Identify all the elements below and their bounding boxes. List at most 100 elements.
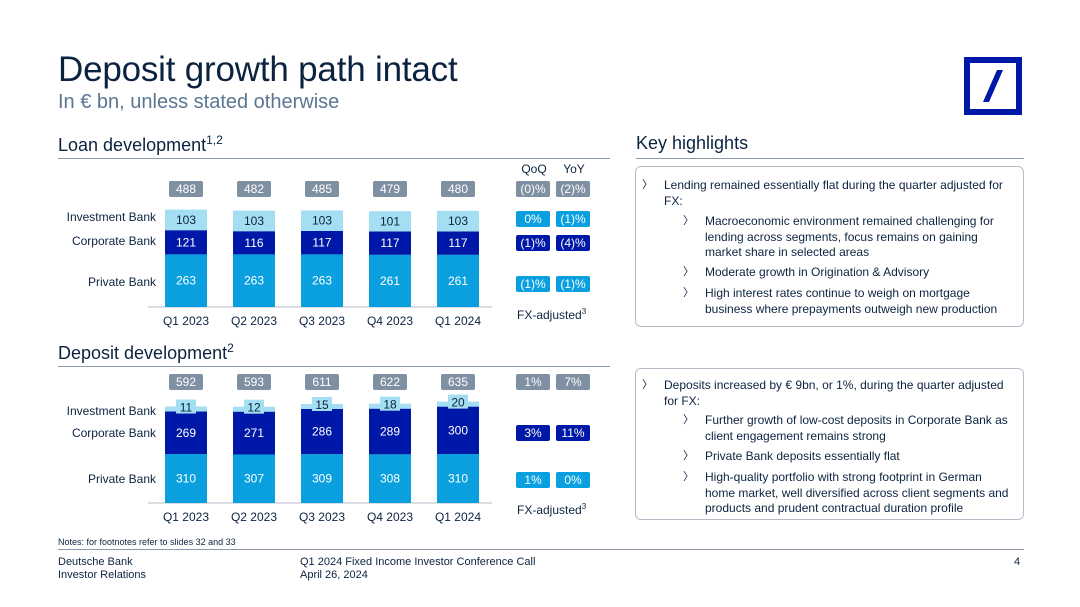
footer-org: Deutsche Bank Investor Relations: [58, 556, 147, 581]
deposit-bar-private-bank-q4-2023: [369, 454, 411, 503]
loan-x-label-q1-2024: Q1 2024: [435, 314, 481, 328]
loan-private-bank-qoq-badge-label: (1)%: [520, 277, 546, 291]
deposit-bar-corporate-bank-q1-2023: [165, 411, 207, 455]
deposit-total-yoy-badge-label: 7%: [564, 375, 582, 389]
deposit-value-corporate-bank-q4-2023: 289: [380, 425, 400, 439]
loan-legend-private-bank: Private Bank: [88, 275, 157, 289]
deposit-value-investment-bank-q4-2023: 18: [383, 398, 397, 412]
loan-total-yoy-badge-label: (2)%: [560, 182, 586, 196]
deposit-value-investment-bank-q3-2023: 15: [315, 398, 329, 412]
loan-total-q1-2024-badge: [441, 181, 475, 197]
footer-rule: [58, 549, 1024, 550]
loan-section-rule: [58, 158, 610, 159]
page-number: 4: [1014, 556, 1021, 568]
loan-bar-private-bank-q4-2023: [369, 254, 411, 307]
loan-total-q4-2023-badge: [373, 181, 407, 197]
loan-corporate-bank-yoy-badge: [556, 235, 590, 251]
deposit-value-corporate-bank-q2-2023: 271: [244, 426, 264, 440]
loan-value-corporate-bank-q1-2024: 117: [448, 236, 467, 250]
loan-x-label-q2-2023: Q2 2023: [231, 314, 277, 328]
loan-total-q1-2023-badge-label: 488: [176, 182, 196, 196]
loan-bar-investment-bank-q2-2023: [233, 210, 275, 232]
chevron-right-icon: 〉: [683, 215, 694, 227]
loan-bar-investment-bank-q1-2024: [437, 210, 479, 232]
deposit-total-q3-2023-badge: [305, 374, 339, 390]
deposit-private-bank-yoy-badge-label: 0%: [564, 473, 582, 487]
deposit-label-bg-q3-2023: [312, 396, 332, 411]
loan-value-private-bank-q1-2024: 261: [448, 274, 468, 288]
loan-value-private-bank-q2-2023: 263: [244, 274, 264, 288]
loan-bar-investment-bank-q1-2023: [165, 209, 207, 231]
deposit-total-q2-2023-badge: [237, 374, 271, 390]
deposit-section-rule: [58, 366, 610, 367]
highlight-deposits-sub-2: 〉 Private Bank deposits essentially flat: [683, 449, 900, 463]
chevron-right-icon: 〉: [683, 471, 694, 483]
loan-bar-investment-bank-q3-2023: [301, 210, 343, 231]
loan-corporate-bank-qoq-badge-label: (1)%: [520, 236, 546, 250]
loan-value-investment-bank-q4-2023: 101: [380, 214, 400, 228]
loan-value-corporate-bank-q3-2023: 117: [312, 236, 331, 250]
loan-bar-corporate-bank-q1-2024: [437, 231, 479, 255]
deposit-value-corporate-bank-q3-2023: 286: [312, 425, 332, 439]
chevron-right-icon: 〉: [683, 287, 694, 299]
loan-legend-investment-bank: Investment Bank: [67, 210, 157, 224]
deposit-label-bg-q2-2023: [244, 399, 264, 414]
deposit-bar-corporate-bank-q4-2023: [369, 408, 411, 455]
highlight-lending-sub-2: 〉 Moderate growth in Origination & Adviso…: [683, 265, 930, 279]
deposit-corporate-bank-yoy-badge: [556, 425, 590, 441]
chevron-right-icon: 〉: [642, 179, 653, 191]
loan-x-label-q1-2023: Q1 2023: [163, 314, 209, 328]
deposit-fx-adjusted-label: FX-adjusted3: [517, 502, 587, 517]
deposit-total-q3-2023-badge-label: 611: [312, 375, 331, 389]
loan-value-private-bank-q1-2023: 263: [176, 274, 196, 288]
chevron-right-icon: 〉: [683, 414, 694, 426]
loan-value-investment-bank-q1-2024: 103: [448, 214, 468, 228]
loan-bar-private-bank-q2-2023: [233, 254, 275, 307]
chevron-right-icon: 〉: [642, 379, 653, 391]
loan-value-private-bank-q3-2023: 263: [312, 274, 332, 288]
deposit-total-q1-2023-badge-label: 592: [176, 375, 196, 389]
deposit-value-investment-bank-q2-2023: 12: [247, 401, 261, 415]
loan-total-q4-2023-badge-label: 479: [380, 182, 400, 196]
deposit-total-q4-2023-badge: [373, 374, 407, 390]
deposit-total-q1-2024-badge: [441, 374, 475, 390]
loan-value-corporate-bank-q4-2023: 117: [380, 236, 399, 250]
deposit-development-chart: Q1 2023 Q2 2023 Q3 2023 Q4 2023 Q1 2024 310 26…: [67, 374, 590, 524]
chevron-right-icon: 〉: [683, 266, 694, 278]
deposit-bar-corporate-bank-q1-2024: [437, 406, 479, 455]
deposit-private-bank-qoq-badge-label: 1%: [524, 473, 542, 487]
loan-value-investment-bank-q3-2023: 103: [312, 214, 332, 228]
loan-total-q3-2023-badge: [305, 181, 339, 197]
deposit-private-bank-yoy-badge: [556, 472, 590, 488]
highlights-title: Key highlights: [636, 133, 749, 153]
loan-total-q1-2023-badge: [169, 181, 203, 197]
deposit-bar-corporate-bank-q2-2023: [233, 411, 275, 455]
loan-value-investment-bank-q2-2023: 103: [244, 214, 264, 228]
deposit-value-private-bank-q1-2023: 310: [176, 472, 196, 486]
loan-x-label-q3-2023: Q3 2023: [299, 314, 345, 328]
loan-bar-corporate-bank-q1-2023: [165, 230, 207, 255]
loan-private-bank-yoy-badge-label: (1)%: [560, 277, 586, 291]
loan-investment-bank-qoq-badge-label: 0%: [524, 212, 542, 226]
loan-bar-private-bank-q1-2024: [437, 254, 479, 307]
deposit-legend-corporate-bank: Corporate Bank: [72, 426, 157, 440]
deposit-section-title: Deposit development2: [58, 341, 234, 363]
loan-value-private-bank-q4-2023: 261: [380, 274, 400, 288]
loan-development-chart: Q1 2023 Q2 2023 Q3 2023 Q4 2023 Q1 2024 263 12…: [67, 181, 590, 328]
deposit-legend-investment-bank: Investment Bank: [67, 404, 157, 418]
deposit-x-label-q2-2023: Q2 2023: [231, 510, 277, 524]
loan-fx-adjusted-label: FX-adjusted3: [517, 307, 587, 322]
deposit-value-corporate-bank-q1-2024: 300: [448, 423, 468, 437]
highlights-box-lending: 〉 Lending remained essentially flat durin…: [635, 166, 1024, 327]
deposit-label-bg-q1-2024: [448, 394, 468, 409]
loan-investment-bank-yoy-badge-label: (1)%: [560, 212, 586, 226]
loan-qoq-header: QoQ: [521, 162, 547, 176]
deposit-label-bg-q1-2023: [176, 399, 196, 414]
highlight-lending-sub-1: 〉 Macroeconomic environment remained chal…: [683, 214, 994, 259]
deposit-x-label-q4-2023: Q4 2023: [367, 510, 413, 524]
deposit-value-private-bank-q4-2023: 308: [380, 472, 400, 486]
loan-total-q2-2023-badge: [237, 181, 271, 197]
deposit-total-q1-2023-badge: [169, 374, 203, 390]
deposit-bar-private-bank-q1-2023: [165, 454, 207, 503]
loan-total-q2-2023-badge-label: 482: [244, 182, 264, 196]
